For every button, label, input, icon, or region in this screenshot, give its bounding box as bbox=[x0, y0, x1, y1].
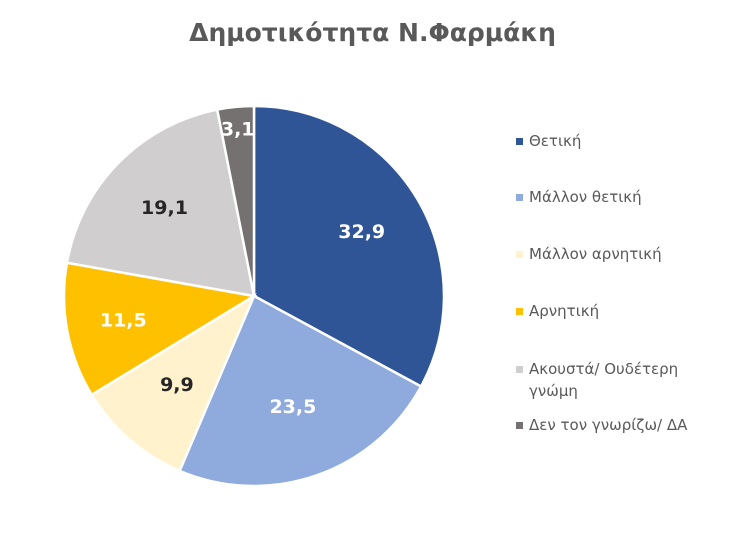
pie-slice-1 bbox=[252, 104, 446, 389]
legend-label: Δεν τον γνωρίζω/ ΔΑ bbox=[529, 416, 688, 434]
data-label-3: 9,9 bbox=[160, 374, 194, 396]
legend-label: Θετική bbox=[529, 132, 582, 150]
pie-slice-4 bbox=[62, 261, 258, 397]
legend-swatch bbox=[516, 138, 523, 145]
data-label-6: 3,1 bbox=[221, 119, 255, 141]
legend-label: Μάλλον θετική bbox=[529, 188, 642, 206]
data-label-5: 19,1 bbox=[141, 197, 188, 219]
legend-label: Ακουστά/ Ουδέτερη γνώμη bbox=[529, 360, 679, 400]
legend-item-5: Ακουστά/ Ουδέτερη γνώμη bbox=[516, 358, 729, 402]
data-label-2: 23,5 bbox=[269, 396, 316, 418]
data-label-4: 11,5 bbox=[100, 310, 147, 332]
legend-swatch bbox=[516, 422, 523, 429]
data-label-1: 32,9 bbox=[338, 221, 385, 243]
legend-item-1: Θετική bbox=[516, 130, 729, 152]
legend-item-6: Δεν τον γνωρίζω/ ΔΑ bbox=[516, 414, 729, 436]
legend-swatch bbox=[516, 366, 523, 373]
legend-label: Μάλλον αρνητική bbox=[529, 245, 662, 263]
pie-slice-2 bbox=[177, 294, 423, 488]
legend-item-2: Μάλλον θετική bbox=[516, 186, 729, 208]
pie-slice-3 bbox=[89, 292, 257, 473]
pie-slice-5 bbox=[65, 108, 256, 298]
pie-slice-6 bbox=[215, 104, 256, 297]
legend-swatch bbox=[516, 194, 523, 201]
legend-item-4: Αρνητική bbox=[516, 300, 729, 322]
legend-item-3: Μάλλον αρνητική bbox=[516, 243, 729, 265]
legend-label: Αρνητική bbox=[529, 302, 600, 320]
legend-swatch bbox=[516, 251, 523, 258]
chart-title: Δημοτικότητα Ν.Φαρμάκη bbox=[189, 18, 556, 47]
legend-swatch bbox=[516, 308, 523, 315]
